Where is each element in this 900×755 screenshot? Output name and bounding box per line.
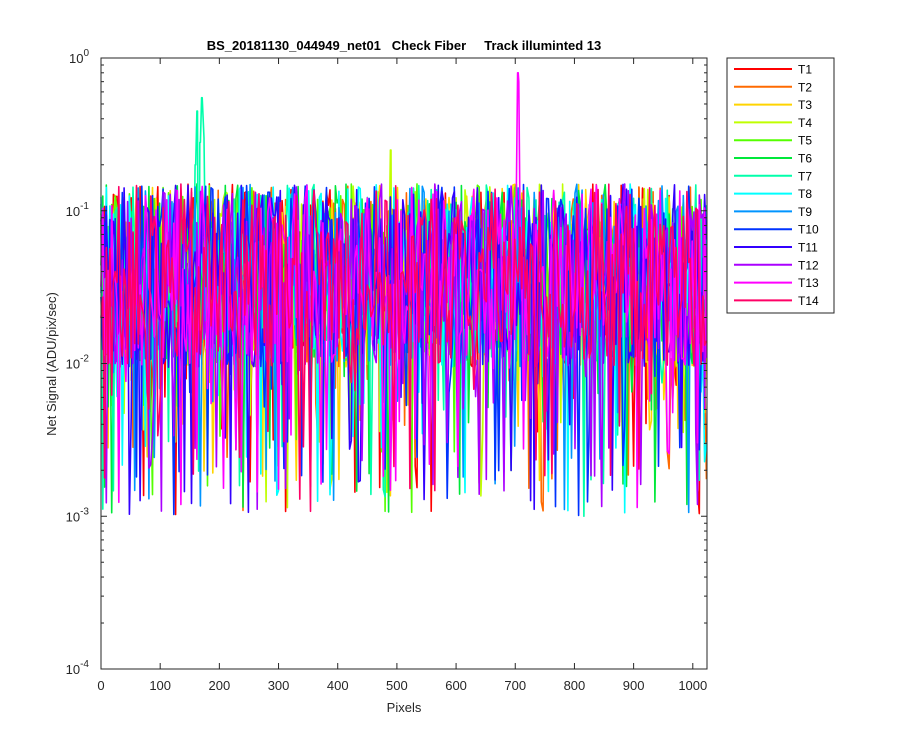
legend-label-t6: T6 bbox=[798, 152, 812, 166]
series-line-t14 bbox=[100, 183, 708, 513]
legend-box bbox=[726, 57, 835, 314]
legend-label-t14: T14 bbox=[798, 294, 819, 308]
legend-label-t10: T10 bbox=[798, 223, 819, 237]
x-tick-label: 200 bbox=[209, 678, 231, 693]
series-layer bbox=[100, 72, 708, 517]
legend-label-t5: T5 bbox=[798, 134, 812, 148]
x-axis-label: Pixels bbox=[387, 700, 422, 715]
y-tick-label: 10-2 bbox=[66, 354, 90, 372]
legend-label-t7: T7 bbox=[798, 169, 812, 183]
legend-label-t3: T3 bbox=[798, 98, 812, 112]
x-tick-label: 500 bbox=[386, 678, 408, 693]
x-tick-label: 100 bbox=[149, 678, 171, 693]
x-tick-label: 400 bbox=[327, 678, 349, 693]
y-tick-label: 10-3 bbox=[66, 506, 90, 524]
x-tick-label: 300 bbox=[268, 678, 290, 693]
legend-label-t8: T8 bbox=[798, 187, 812, 201]
legend-label-t9: T9 bbox=[798, 205, 812, 219]
y-axis-label: Net Signal (ADU/pix/sec) bbox=[44, 292, 59, 436]
legend: T1 T2 T3 T4 T5 T6 T7 T8 T9 T10 T11 T12 T13 T14 bbox=[726, 57, 835, 314]
x-tick-label: 1000 bbox=[678, 678, 707, 693]
legend-label-t12: T12 bbox=[798, 258, 819, 272]
x-tick-label: 900 bbox=[623, 678, 645, 693]
x-tick-label: 0 bbox=[97, 678, 104, 693]
legend-label-t13: T13 bbox=[798, 276, 819, 290]
chart-title: BS_20181130_044949_net01 Check Fiber Tra… bbox=[207, 38, 602, 53]
y-tick-label: 100 bbox=[69, 48, 89, 66]
legend-label-t4: T4 bbox=[798, 116, 812, 130]
legend-label-t2: T2 bbox=[798, 80, 812, 94]
y-tick-label: 10-1 bbox=[66, 201, 90, 219]
x-tick-label: 800 bbox=[564, 678, 586, 693]
x-axis: 0 100 200 300 400 500 600 700 800 900 1000 bbox=[97, 58, 707, 693]
legend-label-t1: T1 bbox=[798, 63, 812, 77]
y-tick-label: 10-4 bbox=[66, 659, 90, 677]
legend-label-t11: T11 bbox=[798, 241, 818, 255]
x-tick-label: 600 bbox=[445, 678, 467, 693]
x-tick-label: 700 bbox=[504, 678, 526, 693]
